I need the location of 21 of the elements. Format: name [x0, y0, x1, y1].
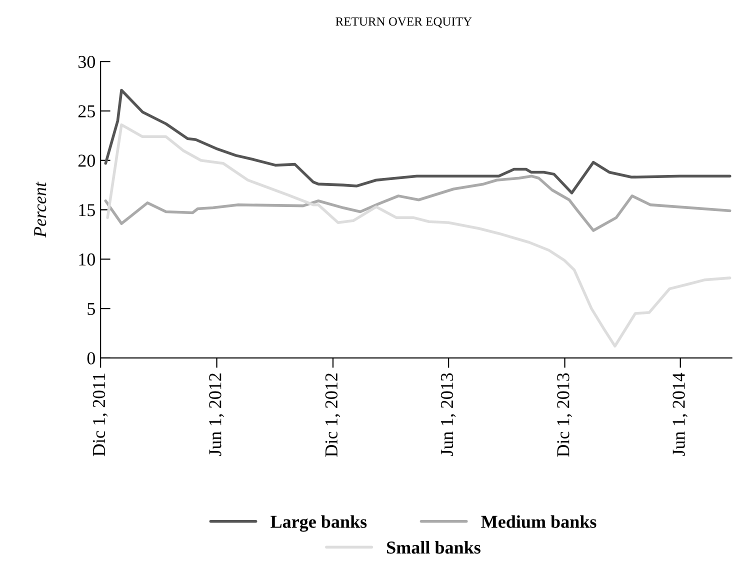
x-tick-label: Dic 1, 2012 [325, 374, 340, 457]
x-tick-label: Dic 1, 2013 [557, 373, 572, 457]
y-tick-label: 20 [78, 154, 96, 167]
y-axis-title: Percent [34, 182, 46, 238]
y-tick-label: 0 [87, 352, 96, 364]
legend-label: Large banks [270, 515, 367, 532]
y-tick-label: 10 [79, 253, 96, 266]
x-tick-label: Dic 1, 2011 [92, 374, 108, 456]
x-tick-label: Jun 1, 2012 [209, 374, 224, 456]
line-series [106, 123, 732, 348]
line-series [104, 174, 732, 232]
legend-label: Medium banks [481, 515, 596, 528]
x-tick-label: Jun 1, 2014 [672, 372, 688, 456]
legend-label: Small banks [387, 540, 480, 554]
y-tick-label: 5 [88, 303, 95, 315]
y-tick-label: 15 [79, 204, 95, 216]
y-tick-label: 30 [78, 56, 96, 68]
line-series [104, 88, 732, 194]
chart-title: RETURN OVER EQUITY [336, 17, 472, 28]
y-tick-label: 25 [78, 105, 95, 118]
x-tick-label: Jun 1, 2013 [440, 373, 456, 456]
